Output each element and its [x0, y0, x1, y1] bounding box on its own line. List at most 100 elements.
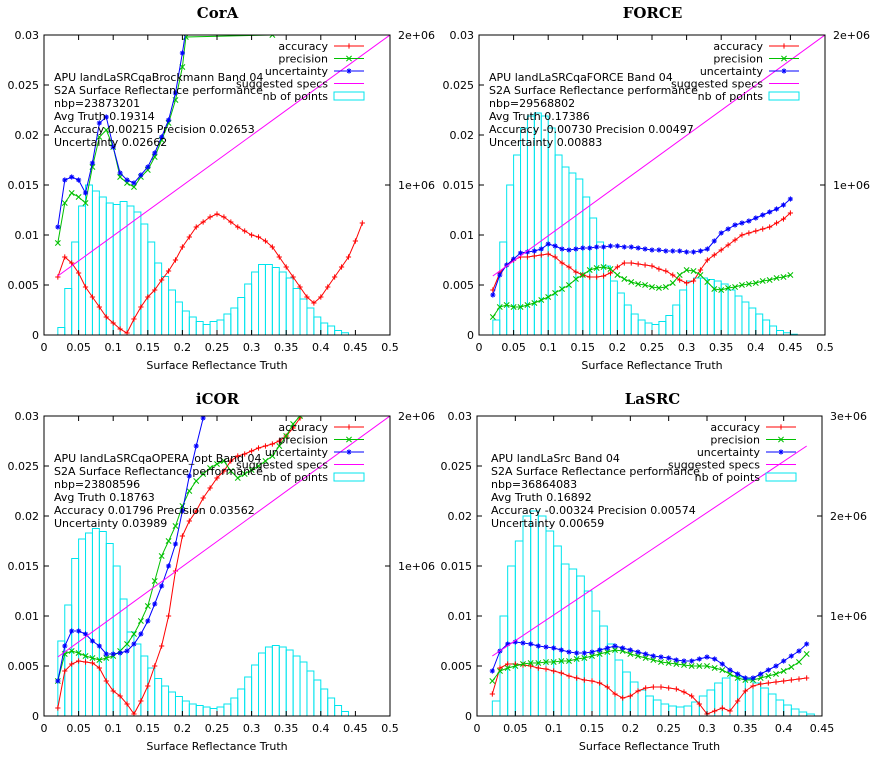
- data-point: [145, 618, 151, 624]
- data-point: [110, 651, 116, 657]
- data-point: [573, 246, 579, 252]
- y2-tick-label: 2e+06: [833, 29, 870, 42]
- x-tick-label: 0.1: [545, 722, 563, 735]
- data-point: [543, 659, 549, 665]
- data-point: [650, 684, 656, 690]
- data-point: [788, 677, 794, 683]
- histogram-bar: [98, 196, 107, 335]
- data-point: [552, 254, 558, 260]
- data-point: [276, 438, 282, 444]
- series-suggested-specs: [57, 416, 390, 658]
- histogram-bar: [762, 319, 771, 335]
- plot-area: [54, 416, 390, 716]
- data-point: [581, 655, 588, 661]
- chart-lasrc: 0 0.05 0.1 0.15 0.2 0.25 0.3 0.35 0.4 0.45 0 0.005 0…: [441, 410, 867, 753]
- x-tick-label: 0.3: [678, 341, 696, 354]
- data-point: [766, 277, 773, 283]
- x-tick-label: 0.05: [66, 341, 91, 354]
- x-tick-label: 0.45: [810, 722, 835, 735]
- data-point: [276, 254, 282, 260]
- x-tick-label: 0.5: [381, 722, 399, 735]
- histogram-bar: [161, 685, 170, 716]
- data-point: [520, 661, 526, 667]
- data-point: [559, 286, 565, 292]
- data-point: [628, 279, 635, 285]
- histogram-bar: [327, 325, 336, 335]
- histogram-bar: [119, 598, 128, 716]
- data-point: [719, 705, 725, 711]
- data-point: [76, 658, 82, 664]
- x-tick-label: 0.35: [274, 722, 299, 735]
- data-point: [535, 665, 541, 671]
- data-point: [752, 280, 759, 286]
- y-tick-label: 0.015: [8, 560, 40, 573]
- histogram-bar: [591, 610, 601, 716]
- data-point: [787, 272, 794, 278]
- histogram-bar: [195, 321, 204, 335]
- data-point: [235, 453, 241, 459]
- data-point: [531, 300, 538, 306]
- x-tick-label: 0.3: [698, 722, 716, 735]
- y-tick-label: 0.005: [443, 279, 475, 292]
- histogram-bar: [278, 271, 287, 335]
- x-tick-label: 0.4: [312, 722, 330, 735]
- data-point: [658, 684, 664, 690]
- data-point: [82, 631, 89, 637]
- data-point: [528, 663, 534, 669]
- histogram-bar: [755, 313, 764, 335]
- data-point: [627, 647, 633, 653]
- histogram-bar: [119, 201, 128, 335]
- histogram-bar: [651, 324, 660, 335]
- data-point: [110, 688, 116, 694]
- data-point: [269, 35, 276, 38]
- histogram-bar: [264, 264, 273, 335]
- data-point: [596, 651, 603, 657]
- histogram-bar: [530, 510, 539, 716]
- histogram-bar: [616, 292, 625, 335]
- data-point: [690, 268, 697, 274]
- data-point: [788, 664, 795, 670]
- histogram-bar: [71, 241, 80, 335]
- legend-label: uncertainty: [265, 446, 329, 459]
- y-tick-label: 0.03: [15, 410, 40, 423]
- histogram-bar: [71, 558, 80, 716]
- x-tick-label: 0.1: [104, 341, 122, 354]
- data-point: [68, 648, 75, 654]
- data-point: [96, 657, 103, 663]
- data-point: [221, 214, 227, 220]
- x-tick-label: 0.15: [136, 341, 161, 354]
- y2-tick-label: 1e+06: [833, 179, 870, 192]
- histogram-bar: [679, 289, 688, 335]
- data-point: [655, 285, 662, 291]
- histogram-bar: [658, 321, 667, 335]
- x-tick-label: 0.15: [136, 722, 161, 735]
- data-point: [151, 154, 158, 160]
- legend-label: suggested specs: [668, 459, 760, 472]
- data-point: [635, 688, 641, 694]
- data-point: [497, 665, 503, 671]
- data-point: [186, 518, 192, 524]
- data-point: [732, 284, 738, 290]
- data-point: [753, 228, 759, 234]
- data-point: [760, 212, 766, 218]
- data-point: [103, 114, 109, 120]
- data-point: [172, 523, 179, 529]
- data-point: [552, 290, 559, 296]
- data-point: [151, 578, 158, 584]
- data-point: [242, 228, 248, 234]
- data-point: [82, 200, 89, 206]
- data-point: [76, 628, 82, 634]
- histogram-bar: [202, 706, 211, 716]
- data-point: [61, 200, 68, 206]
- data-point: [627, 651, 634, 657]
- chart-panel-cora: CorA 0 0.05 0.1 0.15 0.2 0.25 0.3 0.35 0.4 0.45 0.…: [0, 0, 435, 380]
- data-point: [283, 264, 289, 270]
- data-point: [520, 640, 526, 646]
- x-tick-label: 0.2: [174, 722, 192, 735]
- data-point: [145, 164, 151, 170]
- data-point: [796, 648, 802, 654]
- data-point: [158, 553, 165, 559]
- x-tick-label: 0.25: [205, 341, 230, 354]
- data-point: [551, 668, 557, 674]
